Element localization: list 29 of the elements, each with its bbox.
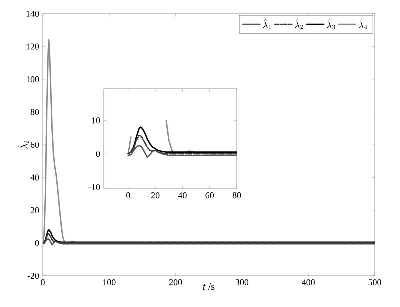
y-tick-label: 80 [30,109,40,116]
y-tick-label: 140 [26,10,40,18]
y-tick-label: 40 [30,174,40,181]
y-tick-label: 100 [26,76,40,83]
legend-label: $\hat{\lambda}_3$ [327,20,336,30]
x-tick-label: 500 [368,280,382,286]
x-tick-label: 0 [41,280,45,286]
y-tick-label: -10 [88,184,100,190]
x-tick-label: 60 [206,192,214,199]
y-axis-title: $\hat{\lambda}_i$ [18,141,30,150]
x-tick-label: 20 [151,192,160,199]
y-tick-label: 20 [30,207,40,214]
legend-label: $\hat{\lambda}_4$ [359,20,368,30]
legend-label: $\hat{\lambda}_1$ [263,20,272,30]
y-tick-label: 60 [30,142,40,148]
x-tick-label: 100 [103,280,116,286]
x-tick-label: 300 [236,280,249,286]
y-tick-label: 0 [35,240,40,246]
x-tick-label: 0 [126,192,130,199]
y-tick-label: -20 [28,272,40,280]
x-tick-label: 80 [232,192,242,199]
x-axis-title: t /s [203,283,215,290]
y-tick-label: 10 [92,118,100,124]
x-tick-label: 40 [178,192,187,199]
y-tick-label: 0 [96,150,100,158]
x-tick-label: 200 [169,280,182,286]
y-tick-label: 120 [26,44,40,50]
x-tick-label: 400 [302,280,315,286]
legend-label: $\hat{\lambda}_2$ [295,20,304,30]
